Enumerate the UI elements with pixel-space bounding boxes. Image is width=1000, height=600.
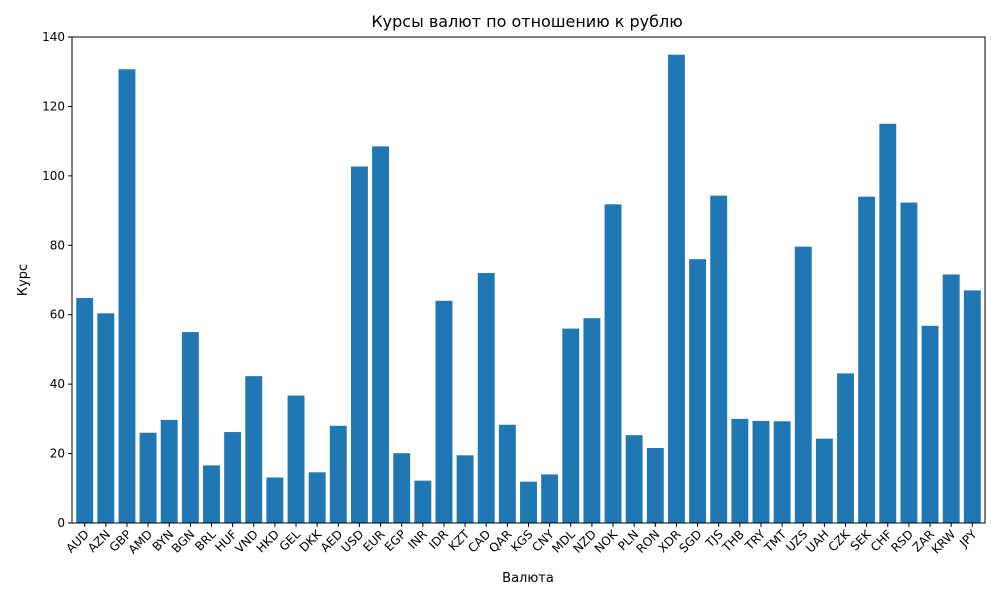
y-tick-label: 100 [42, 169, 65, 183]
y-tick-label: 40 [50, 377, 65, 391]
bar-hkd [266, 477, 284, 523]
bar-qar [498, 424, 516, 523]
bar-cad [477, 273, 495, 523]
bar-gbp [118, 69, 136, 523]
y-tick-label: 60 [50, 308, 65, 322]
x-axis: AUDAZNGBPAMDBYNBGNBRLHUFVNDHKDGELDKKAEDU… [63, 523, 980, 557]
x-tick-label: USD [339, 527, 367, 555]
bar-dkk [308, 472, 326, 523]
bar-sgd [689, 259, 707, 523]
x-tick-label: KRW [929, 527, 959, 557]
bar-ron [646, 448, 664, 523]
y-tick-label: 140 [42, 30, 65, 44]
bar-aud [76, 298, 94, 523]
bar-inr [414, 480, 432, 523]
bar-idr [435, 300, 453, 523]
bar-brl [203, 465, 220, 523]
bar-eur [372, 146, 390, 523]
bar-vnd [245, 376, 263, 523]
x-tick-label: AZN [85, 527, 113, 555]
y-tick-label: 80 [50, 238, 65, 252]
x-tick-label: UZS [783, 527, 810, 554]
bar-jpy [963, 290, 981, 523]
bar-xdr [667, 54, 685, 523]
bar-czk [837, 373, 854, 523]
bar-thb [731, 418, 749, 523]
x-tick-label: GEL [277, 527, 304, 554]
bar-tjs [710, 195, 728, 523]
bar-aed [329, 425, 347, 523]
bar-uzs [794, 246, 812, 524]
x-tick-label: SEK [848, 526, 875, 553]
x-tick-label: THB [719, 527, 747, 555]
x-tick-label: TRY [742, 527, 769, 554]
y-tick-label: 120 [42, 99, 65, 113]
x-tick-label: KGS [508, 527, 535, 554]
bars-group [76, 54, 981, 524]
bar-huf [224, 432, 242, 523]
bar-tmt [773, 421, 791, 523]
bar-nok [604, 204, 622, 523]
bar-kzt [456, 455, 474, 523]
x-tick-label: CZK [825, 526, 853, 554]
x-tick-label: EGP [382, 527, 409, 554]
bar-byn [160, 419, 178, 523]
y-axis: 0 20 40 60 80 100 120 140 [42, 30, 72, 530]
bar-egp [393, 453, 411, 523]
bar-mdl [562, 328, 580, 523]
bar-chf [879, 123, 897, 523]
bar-bgn [181, 332, 199, 523]
x-tick-label: EUR [360, 527, 387, 554]
bar-azn [97, 313, 115, 523]
bar-uah [815, 438, 833, 523]
x-tick-label: BRL [192, 527, 219, 554]
y-axis-label: Курс [16, 264, 31, 296]
chart-title: Курсы валют по отношению к рублю [371, 12, 682, 31]
x-tick-label: SGD [676, 527, 704, 555]
y-tick-label: 20 [50, 447, 65, 461]
bar-rsd [900, 202, 918, 523]
bar-krw [942, 274, 960, 523]
x-axis-label: Валюта [502, 571, 554, 586]
x-tick-label: AED [318, 527, 346, 555]
x-tick-label: RSD [888, 527, 916, 555]
x-tick-label: INR [405, 527, 430, 552]
x-tick-label: JPY [956, 527, 980, 551]
bar-cny [541, 474, 559, 523]
y-tick-label: 0 [57, 516, 65, 530]
bar-gel [287, 395, 305, 523]
bar-amd [139, 432, 157, 523]
bar-try [752, 420, 770, 523]
plot-frame [71, 36, 986, 524]
bar-pln [625, 435, 643, 523]
x-tick-label: CHF [868, 527, 895, 554]
bar-usd [350, 166, 368, 524]
bar-kgs [520, 481, 537, 523]
bar-sek [858, 196, 876, 523]
x-tick-label: IDR [426, 527, 451, 552]
bar-zar [921, 325, 939, 523]
bar-nzd [583, 318, 601, 523]
